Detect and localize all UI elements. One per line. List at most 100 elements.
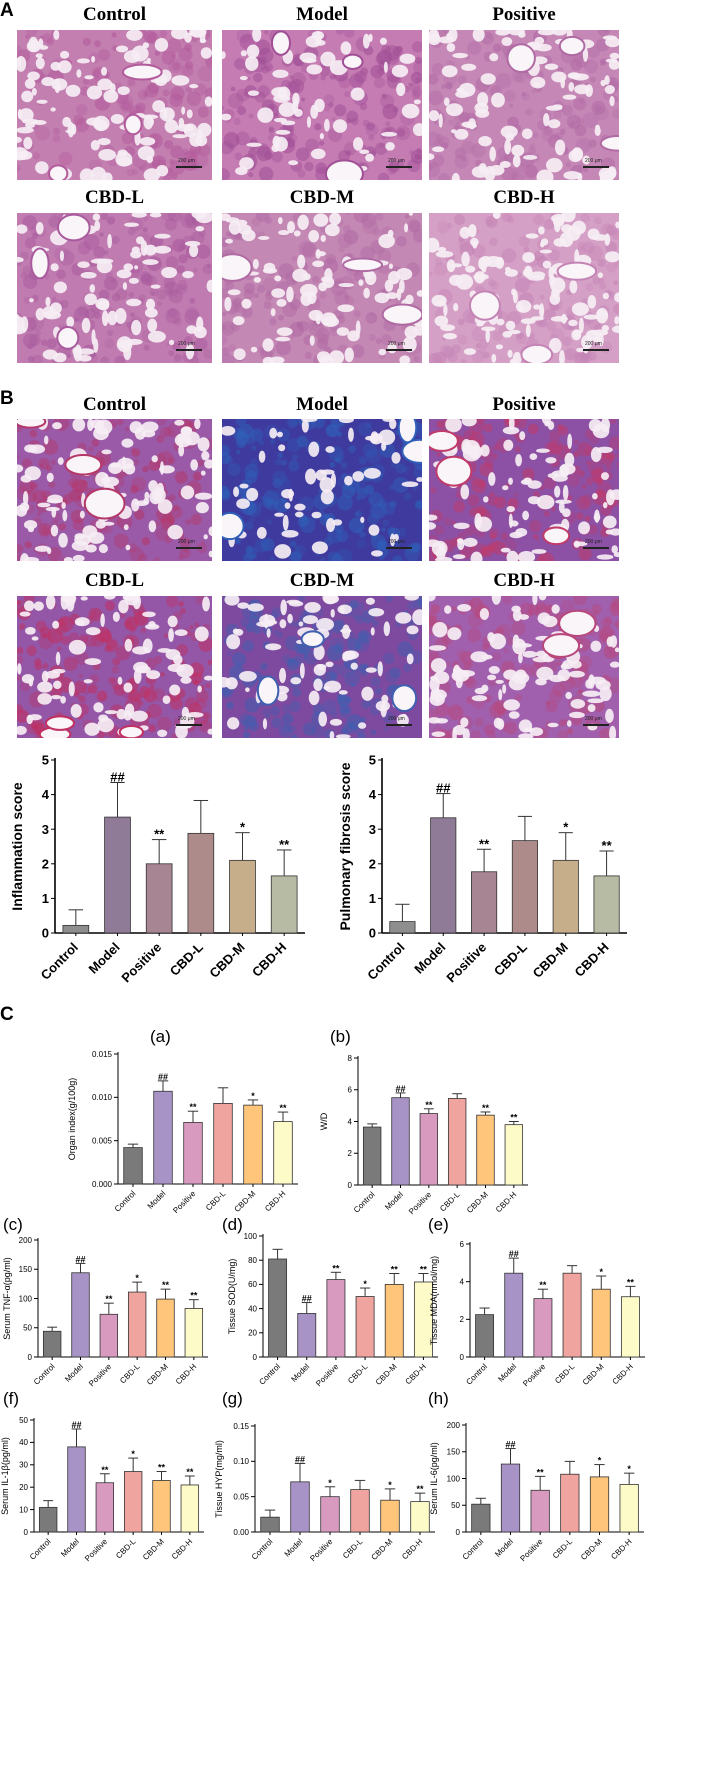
category-label: Model xyxy=(411,940,448,977)
bar-model xyxy=(391,1097,410,1186)
significance-marker: ** xyxy=(482,1103,490,1113)
y-tick-label: 6 xyxy=(348,1086,353,1095)
significance-marker: ** xyxy=(190,1291,198,1301)
y-axis-label: Organ index(g/100g) xyxy=(67,1078,77,1161)
category-label: Model xyxy=(496,1362,518,1384)
subpanel-label: (b) xyxy=(330,1027,351,1046)
y-tick-label: 0 xyxy=(456,1528,461,1537)
y-tick-label: 8 xyxy=(348,1054,353,1063)
significance-marker: ## xyxy=(395,1084,405,1094)
y-axis-label: Serum IL-6(pg/ml) xyxy=(429,1442,439,1515)
y-axis-label: Serum TNF-α(pg/ml) xyxy=(2,1257,12,1340)
bar-cbd-h xyxy=(180,1484,200,1533)
significance-marker: ## xyxy=(505,1440,515,1450)
bar-cbd-m xyxy=(243,1104,263,1185)
significance-marker: * xyxy=(388,1480,392,1490)
micrograph-title: CBD-L xyxy=(84,187,145,208)
y-tick-label: 4 xyxy=(348,1117,353,1126)
y-tick-label: 0.10 xyxy=(233,1457,249,1466)
category-label: Positive xyxy=(87,1362,114,1389)
category-label: Positive xyxy=(407,1190,434,1217)
category-label: CBD-L xyxy=(167,939,206,978)
micrograph-image xyxy=(222,419,422,561)
category-label: CBD-L xyxy=(551,1537,575,1561)
scale-bar-label: 200 μm xyxy=(585,158,602,164)
y-tick-label: 4 xyxy=(460,1277,465,1286)
tissue-texture xyxy=(222,213,422,363)
category-label: CBD-M xyxy=(206,940,247,981)
significance-marker: ** xyxy=(479,836,490,851)
micrograph-image xyxy=(17,30,212,180)
significance-marker: ** xyxy=(154,827,165,842)
significance-marker: ** xyxy=(186,1467,194,1477)
category-label: CBD-H xyxy=(249,940,289,980)
y-tick-label: 2 xyxy=(460,1315,465,1324)
significance-marker: ## xyxy=(302,1294,312,1304)
significance-marker: * xyxy=(627,1464,631,1474)
significance-marker: ## xyxy=(110,769,125,784)
micrograph-title: Control xyxy=(83,394,146,415)
y-tick-label: 0.000 xyxy=(92,1180,113,1189)
category-label: Model xyxy=(146,1189,168,1211)
bar-control xyxy=(123,1147,143,1185)
y-tick-label: 50 xyxy=(451,1501,460,1510)
category-label: Control xyxy=(464,1362,489,1387)
panel-letter-a: A xyxy=(0,0,14,21)
y-tick-label: 2 xyxy=(348,1149,353,1158)
significance-marker: ** xyxy=(279,1103,287,1113)
y-tick-label: 0.015 xyxy=(92,1050,113,1059)
y-tick-label: 50 xyxy=(23,1324,32,1333)
bar-model xyxy=(71,1272,90,1358)
y-tick-label: 10 xyxy=(19,1505,28,1514)
bar-positive xyxy=(326,1279,346,1358)
micrograph-title: Model xyxy=(296,4,348,25)
significance-marker: ** xyxy=(420,1265,428,1275)
tissue-texture xyxy=(222,30,422,180)
micrograph-title: CBD-M xyxy=(289,570,355,591)
micrograph-image xyxy=(17,419,212,561)
bar-control xyxy=(38,1506,58,1533)
category-label: Control xyxy=(32,1362,57,1387)
micrograph-title: CBD-L xyxy=(84,570,145,591)
y-tick-label: 0.00 xyxy=(233,1528,249,1537)
bar-model xyxy=(153,1090,173,1185)
scale-bar-label: 200 μm xyxy=(388,716,405,722)
y-tick-label: 2 xyxy=(369,856,376,871)
scale-bar-label: 200 μm xyxy=(178,716,195,722)
bar-control xyxy=(42,1330,62,1358)
subpanel-label: (a) xyxy=(150,1027,171,1046)
y-axis-label: W/D xyxy=(319,1112,329,1130)
tissue-texture xyxy=(222,596,422,738)
scale-bar xyxy=(386,166,412,168)
bar-cbd-m xyxy=(156,1298,175,1358)
y-axis-label: Tissue MDA(nmol/mg) xyxy=(429,1256,439,1345)
bar-cbd-h xyxy=(410,1501,430,1533)
y-tick-label: 20 xyxy=(19,1483,28,1492)
significance-marker: ** xyxy=(391,1265,399,1275)
y-tick-label: 20 xyxy=(248,1329,257,1338)
bar-cbd-l xyxy=(447,1098,467,1186)
significance-marker: * xyxy=(563,820,569,835)
y-tick-label: 50 xyxy=(19,1416,28,1425)
category-label: Model xyxy=(289,1362,311,1384)
significance-marker: ** xyxy=(510,1113,518,1123)
category-label: CBD-M xyxy=(579,1537,604,1562)
bar-positive xyxy=(419,1113,439,1186)
y-axis-label: Pulmonary fibrosis score xyxy=(337,762,353,930)
category-label: Positive xyxy=(314,1362,341,1389)
scale-bar xyxy=(386,547,412,549)
y-tick-label: 0 xyxy=(28,1353,33,1362)
significance-marker: ** xyxy=(332,1263,340,1273)
bar-cbd-h xyxy=(273,1121,293,1185)
category-label: CBD-M xyxy=(233,1189,258,1214)
scale-bar xyxy=(583,349,609,351)
micrograph-title: CBD-H xyxy=(493,570,555,591)
category-label: Positive xyxy=(118,940,164,986)
bar-positive xyxy=(99,1313,119,1358)
y-tick-label: 100 xyxy=(447,1474,461,1483)
micrograph-image xyxy=(222,596,422,738)
significance-marker: ## xyxy=(158,1072,168,1082)
bar-cbd-h xyxy=(593,875,620,934)
subpanel-label: (d) xyxy=(222,1215,243,1234)
y-tick-label: 1 xyxy=(369,891,376,906)
